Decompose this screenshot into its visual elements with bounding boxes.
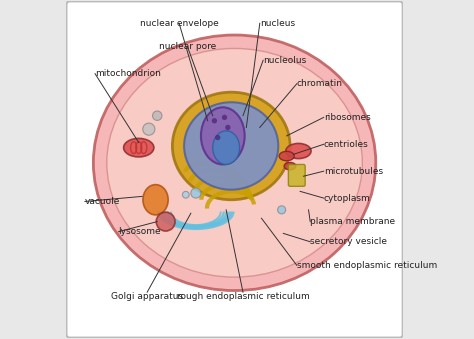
Circle shape bbox=[182, 191, 189, 198]
Ellipse shape bbox=[201, 107, 245, 164]
Text: lysosome: lysosome bbox=[118, 227, 161, 236]
Text: chromatin: chromatin bbox=[297, 79, 343, 88]
Text: nucleus: nucleus bbox=[260, 19, 295, 28]
Text: nuclear envelope: nuclear envelope bbox=[140, 19, 219, 28]
Text: Golgi apparatus: Golgi apparatus bbox=[111, 292, 183, 301]
Text: smooth endoplasmic reticulum: smooth endoplasmic reticulum bbox=[297, 261, 437, 270]
Ellipse shape bbox=[143, 185, 168, 215]
Ellipse shape bbox=[107, 48, 362, 277]
Circle shape bbox=[278, 206, 286, 214]
Text: cytoplasm: cytoplasm bbox=[324, 194, 370, 203]
Text: nucleolus: nucleolus bbox=[263, 56, 306, 65]
Text: nuclear pore: nuclear pore bbox=[159, 42, 216, 51]
Ellipse shape bbox=[184, 102, 278, 190]
Ellipse shape bbox=[279, 151, 294, 161]
Text: mitochondrion: mitochondrion bbox=[95, 69, 161, 78]
Ellipse shape bbox=[93, 35, 376, 291]
Ellipse shape bbox=[173, 92, 290, 200]
Ellipse shape bbox=[284, 162, 296, 170]
Text: microtubules: microtubules bbox=[324, 167, 383, 176]
Text: vacuole: vacuole bbox=[85, 197, 120, 206]
Text: rough endoplasmic reticulum: rough endoplasmic reticulum bbox=[177, 292, 310, 301]
Text: secretory vesicle: secretory vesicle bbox=[310, 237, 387, 246]
Ellipse shape bbox=[286, 143, 311, 159]
Circle shape bbox=[225, 125, 230, 130]
Circle shape bbox=[191, 188, 201, 198]
Text: plasma membrane: plasma membrane bbox=[310, 217, 395, 226]
Circle shape bbox=[222, 115, 227, 120]
Circle shape bbox=[153, 111, 162, 120]
Text: ribosomes: ribosomes bbox=[324, 113, 370, 122]
Text: centrioles: centrioles bbox=[324, 140, 368, 149]
FancyBboxPatch shape bbox=[66, 1, 403, 338]
Ellipse shape bbox=[124, 138, 154, 157]
Circle shape bbox=[215, 135, 220, 140]
Circle shape bbox=[143, 123, 155, 135]
Ellipse shape bbox=[213, 131, 240, 164]
Circle shape bbox=[212, 118, 217, 123]
Circle shape bbox=[156, 212, 175, 231]
FancyBboxPatch shape bbox=[288, 164, 305, 186]
